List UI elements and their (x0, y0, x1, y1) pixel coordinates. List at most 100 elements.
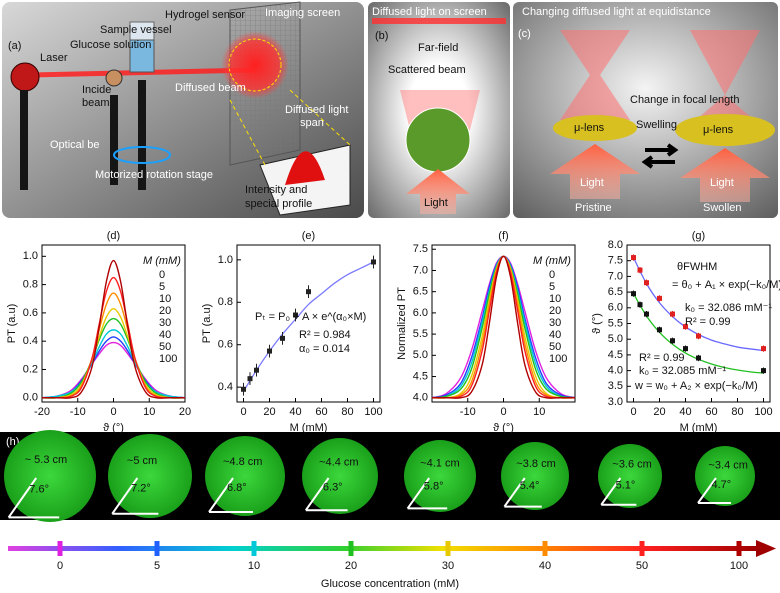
colorbar-tick (445, 541, 451, 556)
label: Light (710, 177, 734, 189)
panel-label: (d) (107, 230, 120, 242)
y-tick-label: 3.0 (608, 396, 623, 408)
light-arrow (680, 148, 770, 202)
post (110, 95, 118, 185)
angle-lines (111, 477, 159, 515)
y-tick-label: 0.6 (23, 307, 38, 319)
x-tick-label: 0 (240, 406, 246, 418)
label: Changing diffused light at equidistance (522, 6, 711, 18)
y-tick-label: 4.0 (608, 365, 623, 377)
point (670, 311, 675, 317)
spot (302, 438, 378, 514)
panel-label: (c) (518, 28, 531, 40)
panel-label: (h) (6, 436, 19, 448)
spot (108, 434, 192, 518)
x-tick-label: 60 (705, 406, 717, 418)
y-tick-label: 7.0 (608, 270, 623, 282)
annotation: R² = 0.99 (639, 352, 685, 364)
panel-label: (b) (375, 30, 388, 42)
x-axis-label: M (mM) (680, 422, 718, 434)
spot-angle: 5.1° (616, 480, 636, 492)
label: Change in focal length (630, 94, 739, 106)
legend-entry: 100 (159, 353, 177, 365)
y-tick-label: 5.0 (413, 349, 428, 361)
label: Swelling (636, 119, 677, 131)
label: beam (82, 97, 110, 109)
x-tick-label: 100 (364, 406, 382, 418)
post (20, 90, 28, 190)
point (696, 333, 701, 339)
angle-lines (208, 477, 253, 513)
series-line (41, 307, 186, 399)
legend-entry: 20 (159, 305, 171, 317)
legend-entry: 5 (549, 281, 555, 293)
legend-entry: 10 (549, 293, 561, 305)
annotation: = θ₀ + A₁ × exp(−k₀/M) (672, 279, 780, 291)
label: Sample vessel (100, 24, 172, 36)
y-tick-label: 0.0 (23, 392, 38, 404)
fit-line (242, 261, 374, 392)
angle-lines (697, 477, 731, 504)
point (637, 267, 643, 273)
y-tick-label: 0.8 (23, 279, 38, 291)
spot-size: ~ 5.3 cm (25, 454, 67, 466)
label: Scattered beam (388, 64, 466, 76)
series-line (41, 276, 186, 399)
arrow (641, 155, 675, 169)
spot-angle: 7.6° (29, 484, 49, 496)
y-axis-label: Normalized PT (396, 287, 408, 360)
y-tick-label: 7.5 (608, 255, 623, 267)
label: Far-field (418, 42, 458, 54)
x-tick-label: 40 (289, 406, 301, 418)
profile-peak (285, 151, 325, 185)
y-tick-label: 0.6 (218, 339, 233, 351)
label: Diffused light on screen (372, 6, 487, 18)
panel-label: (a) (8, 40, 21, 52)
colorbar-tick (154, 541, 160, 556)
label: μ-lens (703, 124, 734, 136)
label: Diffused light (285, 104, 348, 116)
colorbar-tick (57, 541, 63, 556)
legend-entry: 5 (159, 281, 165, 293)
colorbar-tick-label: 30 (442, 560, 454, 572)
annotation: k₀ = 32.086 mM⁻¹ (685, 302, 772, 314)
spot (404, 440, 476, 512)
x-tick-label: -10 (70, 406, 86, 418)
label: μ-lens (574, 122, 605, 134)
angle-lines (600, 477, 637, 506)
microlens-array (405, 107, 471, 173)
colorbar-tick (639, 541, 645, 556)
point (247, 376, 253, 382)
point (683, 346, 688, 352)
spot-angle: 6.3° (323, 481, 343, 493)
annotation: w = w₀ + A₂ × exp(−k₀/M) (634, 380, 758, 392)
y-tick-label: 4.0 (413, 392, 428, 404)
y-tick-label: 6.0 (608, 302, 623, 314)
label: span (300, 117, 324, 129)
plot-frame (431, 244, 576, 403)
label: special profile (245, 198, 312, 210)
point (280, 335, 285, 341)
panel-label: (g) (692, 230, 705, 242)
vessel-top (129, 21, 155, 41)
panel-label: (e) (302, 230, 315, 242)
series-line (41, 329, 186, 399)
y-axis-label: PT (a.u) (6, 304, 18, 344)
y-tick-label: 8.0 (608, 239, 623, 251)
spots: ~ 5.3 cm 7.6° ~5 cm 7.2° ~4.8 cm 6.8° ~4.4 cm 6… (4, 430, 755, 522)
series-line (42, 259, 185, 399)
screen-light (372, 18, 506, 24)
y-axis-label: PT (a.u) (201, 304, 213, 344)
sample-vessel (129, 39, 155, 73)
legend-entry: 50 (159, 341, 171, 353)
legend-title: M (mM) (533, 255, 571, 267)
label: Motorized rotation stage (95, 169, 213, 181)
x-tick-label: 80 (731, 406, 743, 418)
y-tick-label: 0.2 (23, 363, 38, 375)
angle-lines (7, 477, 60, 519)
focus-cone (690, 30, 760, 125)
colorbar-tick (251, 541, 257, 556)
spot-size: ~3.4 cm (709, 459, 748, 471)
colorbar: Glucose concentration (mM) 0 5 10 20 30 40 50 1… (8, 540, 776, 590)
spot-angle: 7.2° (131, 483, 151, 495)
